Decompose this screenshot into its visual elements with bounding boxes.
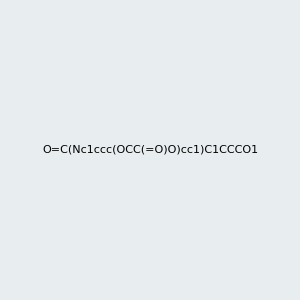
Text: O=C(Nc1ccc(OCC(=O)O)cc1)C1CCCO1: O=C(Nc1ccc(OCC(=O)O)cc1)C1CCCO1: [42, 145, 258, 155]
